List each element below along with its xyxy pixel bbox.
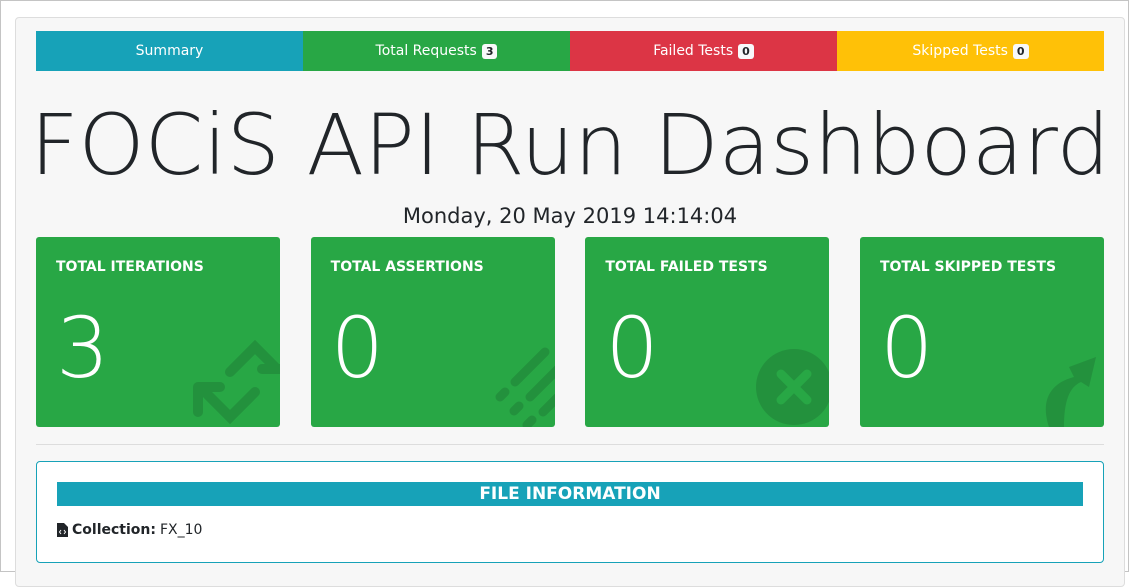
collection-value: FX_10 (159, 522, 203, 538)
count-badge: 3 (481, 43, 498, 59)
divider (36, 444, 1104, 445)
tab-summary[interactable]: Summary (36, 31, 303, 71)
card-label: TOTAL SKIPPED TESTS (879, 259, 1057, 275)
tab-label: Summary (135, 43, 204, 59)
tab-skipped-tests[interactable]: Skipped Tests 0 (837, 31, 1104, 71)
stat-cards: TOTAL ITERATIONS 3 TOTAL ASSERTIONS 0 TO… (36, 237, 1104, 427)
nav-tabs: Summary Total Requests 3 Failed Tests 0 Sk… (36, 31, 1104, 71)
list-icon (495, 347, 555, 427)
tab-label: Skipped Tests (912, 43, 1008, 59)
file-code-icon (57, 523, 68, 537)
card-value: 0 (605, 299, 659, 397)
times-circle-icon (756, 349, 830, 425)
count-badge: 0 (1012, 43, 1029, 59)
share-arrow-icon (1045, 357, 1096, 427)
run-date: Monday, 20 May 2019 14:14:04 (402, 204, 738, 228)
card-total-skipped-tests: TOTAL SKIPPED TESTS 0 (859, 237, 1104, 427)
sync-icon (193, 339, 280, 425)
card-total-iterations: TOTAL ITERATIONS 3 (36, 237, 280, 427)
collection-label: Collection: (72, 522, 156, 538)
card-label: TOTAL ASSERTIONS (330, 259, 484, 275)
panel-heading: FILE INFORMATION (57, 482, 1083, 506)
dashboard-container: Summary Total Requests 3 Failed Tests 0 Sk… (15, 17, 1125, 587)
card-label: TOTAL ITERATIONS (56, 259, 204, 275)
card-total-assertions: TOTAL ASSERTIONS 0 (310, 237, 555, 427)
tab-total-requests[interactable]: Total Requests 3 (303, 31, 570, 71)
tab-label: Total Requests (375, 43, 477, 59)
count-badge: 0 (738, 43, 754, 59)
collection-row: Collection: FX_10 (57, 522, 202, 538)
card-value: 0 (330, 299, 385, 397)
card-value: 0 (879, 299, 934, 397)
tab-failed-tests[interactable]: Failed Tests 0 (570, 31, 837, 71)
file-information-panel: FILE INFORMATION Collection: FX_10 (36, 461, 1104, 563)
card-value: 3 (56, 299, 110, 397)
card-label: TOTAL FAILED TESTS (605, 259, 768, 275)
page-title: FOCiS API Run Dashboard (30, 96, 1110, 194)
tab-label: Failed Tests (653, 43, 734, 59)
card-total-failed-tests: TOTAL FAILED TESTS 0 (585, 237, 830, 427)
